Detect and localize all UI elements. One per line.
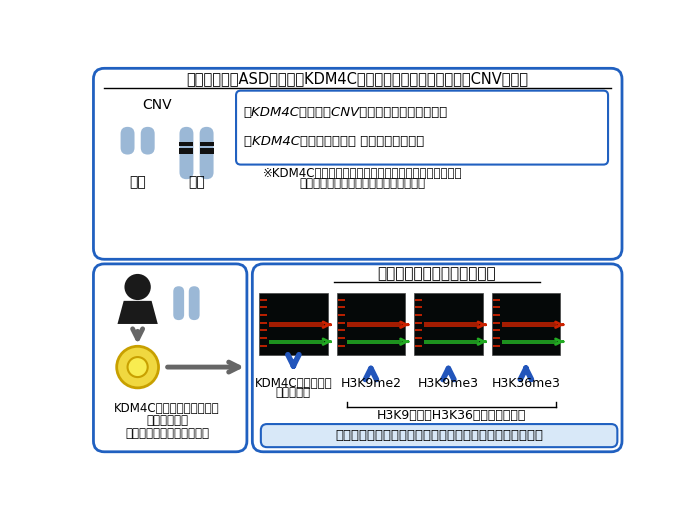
Text: KDM4Cタンパク質: KDM4Cタンパク質	[255, 377, 332, 390]
Bar	[179, 148, 193, 154]
Text: H3K9me3: H3K9me3	[418, 377, 479, 390]
Bar	[179, 142, 193, 146]
Bar	[337, 293, 405, 355]
Bar	[347, 340, 402, 344]
Bar	[338, 345, 345, 347]
FancyBboxPatch shape	[179, 127, 193, 179]
Bar	[502, 340, 557, 344]
Bar	[493, 329, 500, 332]
FancyBboxPatch shape	[252, 264, 622, 452]
Bar	[415, 322, 422, 324]
FancyBboxPatch shape	[236, 91, 608, 165]
Text: KDM4C遠伝子の欠失をもつ: KDM4C遠伝子の欠失をもつ	[114, 402, 220, 415]
Circle shape	[128, 357, 148, 377]
FancyBboxPatch shape	[121, 127, 135, 154]
Text: H3K9およびH3K36のメチル化佗進: H3K9およびH3K36のメチル化佗進	[377, 409, 526, 422]
Bar	[338, 314, 345, 316]
FancyBboxPatch shape	[94, 68, 622, 260]
FancyBboxPatch shape	[173, 286, 184, 320]
Bar	[260, 306, 267, 308]
Bar	[493, 298, 500, 300]
Text: 患者さんから樹立した細胞でヒストンメチル化修飾の変化: 患者さんから樹立した細胞でヒストンメチル化修飾の変化	[335, 429, 543, 442]
Bar	[415, 337, 422, 339]
Bar	[260, 298, 267, 300]
FancyBboxPatch shape	[261, 424, 617, 447]
FancyBboxPatch shape	[188, 286, 200, 320]
Polygon shape	[117, 301, 158, 324]
FancyBboxPatch shape	[94, 264, 247, 452]
Text: 欠失: 欠失	[129, 175, 146, 189]
Bar	[493, 322, 500, 324]
Bar	[338, 322, 345, 324]
Bar	[493, 337, 500, 339]
Bar	[200, 148, 214, 154]
Bar	[338, 298, 345, 300]
FancyBboxPatch shape	[141, 127, 155, 154]
Bar	[415, 306, 422, 308]
Bar	[259, 293, 327, 355]
Text: H3K36me3: H3K36me3	[491, 377, 560, 390]
Bar	[200, 142, 214, 146]
Bar	[260, 322, 267, 324]
Circle shape	[117, 347, 158, 388]
Bar	[493, 345, 500, 347]
Bar	[415, 329, 422, 332]
Bar	[415, 314, 422, 316]
Text: リンパ芽球様細胞株を樹立: リンパ芽球様細胞株を樹立	[125, 427, 209, 440]
Bar	[415, 345, 422, 347]
Bar	[347, 322, 402, 327]
Bar	[415, 293, 482, 355]
Text: 神経の発達に重要な役割を果たしている: 神経の発達に重要な役割を果たしている	[299, 177, 425, 190]
Bar	[260, 345, 267, 347]
Bar	[493, 306, 500, 308]
Bar	[338, 306, 345, 308]
Bar	[424, 340, 480, 344]
Text: ・KDM4C遠伝子の欠失は 統合失調症と関連: ・KDM4C遠伝子の欠失は 統合失調症と関連	[244, 135, 424, 148]
Bar	[269, 322, 325, 327]
Text: CNV: CNV	[142, 98, 172, 112]
Text: ・KDM4C遠伝子のCNVは両疾患それぞれと関連: ・KDM4C遠伝子のCNVは両疾患それぞれと関連	[244, 107, 448, 120]
Text: ヒストンメチル化修飾の解析: ヒストンメチル化修飾の解析	[378, 266, 496, 281]
Text: 統合失調症とASDにおけるKDM4C遠伝子領域のコピー数変異（CNV）解析: 統合失調症とASDにおけるKDM4C遠伝子領域のコピー数変異（CNV）解析	[187, 71, 528, 86]
Bar	[338, 337, 345, 339]
Text: ※KDM4C遠伝子はヒストンメチル化修飾の調節を介して: ※KDM4C遠伝子はヒストンメチル化修飾の調節を介して	[262, 167, 462, 180]
Bar	[492, 293, 560, 355]
Bar	[415, 298, 422, 300]
Bar	[260, 337, 267, 339]
Bar	[502, 322, 557, 327]
Bar	[338, 329, 345, 332]
Bar	[424, 322, 480, 327]
Bar	[269, 340, 325, 344]
Bar	[260, 314, 267, 316]
Text: H3K9me2: H3K9me2	[341, 377, 401, 390]
Text: 患者さんから: 患者さんから	[146, 414, 188, 427]
Circle shape	[124, 274, 151, 300]
FancyBboxPatch shape	[200, 127, 214, 179]
Bar	[260, 329, 267, 332]
Text: 発現の低下: 発現の低下	[276, 386, 311, 399]
Text: 重複: 重複	[188, 175, 205, 189]
Bar	[493, 314, 500, 316]
